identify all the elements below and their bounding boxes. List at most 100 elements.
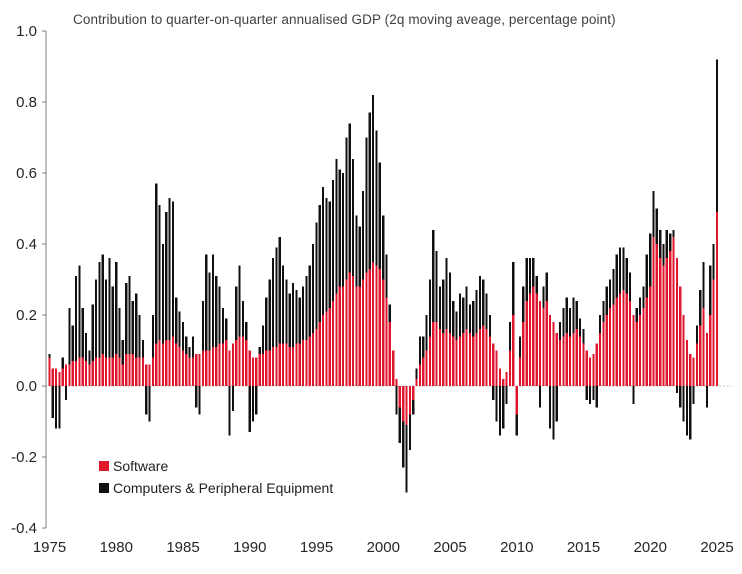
bar-segment <box>358 286 361 386</box>
bar-segment <box>308 265 311 337</box>
bar-segment <box>518 357 522 386</box>
bar-segment <box>452 300 455 337</box>
bar-segment <box>488 336 492 386</box>
bar-segment <box>141 357 144 386</box>
bar-segment <box>235 339 238 386</box>
bar-segment <box>285 343 288 386</box>
bar-segment <box>201 350 205 386</box>
bar-segment <box>145 386 148 415</box>
bar-segment <box>271 258 275 347</box>
bar-segment <box>468 304 472 333</box>
bar-segment <box>281 343 285 386</box>
bar-segment <box>95 279 98 358</box>
bar-segment <box>418 364 421 386</box>
bar-segment <box>629 300 632 386</box>
bar-segment <box>465 329 468 386</box>
bar-segment <box>54 368 58 386</box>
bar-segment <box>498 368 502 386</box>
x-axis-tick-label: 2025 <box>700 539 733 556</box>
bar-segment <box>665 229 668 259</box>
bar-segment <box>435 251 438 323</box>
y-axis-tick-label: 0.4 <box>16 236 37 253</box>
bar-segment <box>385 297 388 386</box>
bar-segment <box>118 307 121 358</box>
bar-segment <box>185 336 188 355</box>
bar-segment <box>545 272 548 301</box>
bar-segment <box>54 386 58 429</box>
bar-segment <box>348 123 351 273</box>
bar-segment <box>402 386 405 422</box>
bar-segment <box>208 272 211 351</box>
bar-segment <box>138 357 141 386</box>
bar-segment <box>438 329 441 386</box>
bar-segment <box>261 325 265 355</box>
bar-segment <box>702 261 705 308</box>
bar-segment <box>171 201 174 337</box>
bar-segment <box>375 130 378 266</box>
bar-segment <box>125 354 128 386</box>
x-axis-tick-label: 1990 <box>233 539 266 556</box>
bar-segment <box>715 59 718 213</box>
y-axis-tick-label: 0.6 <box>16 165 37 182</box>
x-axis-tick-label: 2020 <box>634 539 667 556</box>
bar-segment <box>558 339 562 386</box>
x-axis-tick-label: 1995 <box>300 539 333 556</box>
bar-segment <box>432 229 435 323</box>
bar-segment <box>635 307 638 323</box>
bar-segment <box>398 407 401 443</box>
bar-segment <box>552 386 555 440</box>
bar-segment <box>238 336 241 386</box>
bar-segment <box>679 386 682 408</box>
bar-segment <box>585 386 588 401</box>
bar-segment <box>695 343 698 386</box>
bar-segment <box>712 279 715 386</box>
bar-segment <box>398 386 401 408</box>
bar-segment <box>365 137 368 273</box>
bar-segment <box>48 354 51 358</box>
bar-segment <box>338 169 341 287</box>
bar-segment <box>485 329 488 386</box>
bar-segment <box>221 307 225 344</box>
bar-segment <box>245 322 248 340</box>
bar-segment <box>685 386 688 436</box>
bar-segment <box>335 293 338 386</box>
bar-segment <box>428 336 431 386</box>
bar-segment <box>111 286 114 358</box>
bar-segment <box>408 414 411 450</box>
bar-segment <box>211 346 215 386</box>
bar-segment <box>508 322 512 351</box>
bar-segment <box>675 386 678 394</box>
bar-segment <box>331 180 335 301</box>
bar-segment <box>241 336 245 386</box>
bar-segment <box>582 329 585 344</box>
bar-segment <box>635 322 638 386</box>
bar-segment <box>445 258 448 330</box>
bar-segment <box>335 158 338 294</box>
bar-segment <box>195 386 198 408</box>
bar-segment <box>555 332 558 386</box>
bar-segment <box>705 332 708 386</box>
bar-segment <box>475 332 478 386</box>
bar-segment <box>375 265 378 386</box>
bar-segment <box>151 357 154 386</box>
bar-segment <box>318 204 321 323</box>
bar-segment <box>572 297 575 333</box>
bar-segment <box>251 386 255 422</box>
bar-segment <box>699 290 702 326</box>
y-axis-tick-label: 0.0 <box>16 378 37 395</box>
bar-segment <box>659 229 662 259</box>
bar-segment <box>195 354 198 386</box>
bar-segment <box>51 386 54 418</box>
bar-segment <box>465 286 468 330</box>
bar-segment <box>528 258 532 294</box>
bar-segment <box>568 307 572 337</box>
bar-segment <box>278 343 281 386</box>
bar-segment <box>345 279 348 386</box>
bar-segment <box>535 275 538 294</box>
bar-segment <box>592 354 595 386</box>
bar-segment <box>265 297 268 351</box>
bar-segment <box>135 293 138 358</box>
x-axis-tick-label: 1985 <box>166 539 199 556</box>
bar-segment <box>321 187 325 315</box>
bar-segment <box>458 293 462 337</box>
